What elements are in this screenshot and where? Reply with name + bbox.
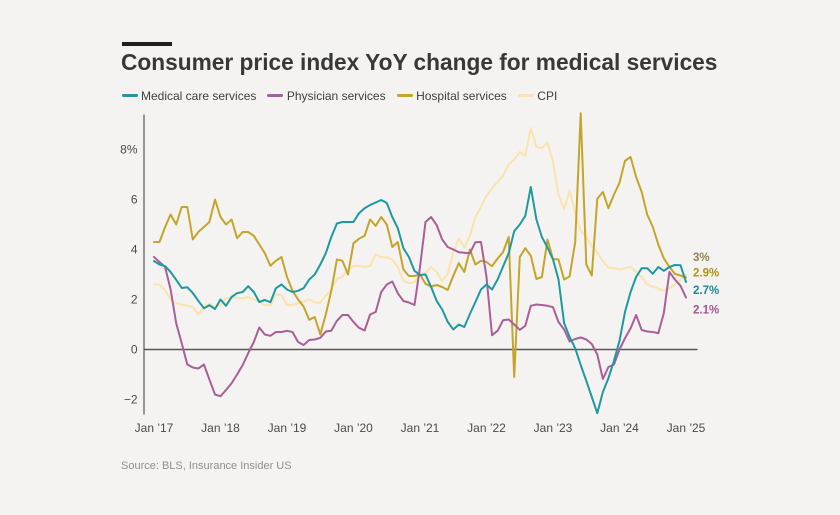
svg-text:2.7%: 2.7% xyxy=(693,285,719,297)
svg-text:2.9%: 2.9% xyxy=(693,268,719,280)
svg-text:Jan ’19: Jan ’19 xyxy=(268,421,307,435)
svg-text:Jan ’20: Jan ’20 xyxy=(334,421,373,435)
svg-text:2: 2 xyxy=(131,293,138,307)
svg-text:Jan ’24: Jan ’24 xyxy=(600,421,639,435)
svg-text:Jan ’22: Jan ’22 xyxy=(467,421,506,435)
svg-text:Jan ’18: Jan ’18 xyxy=(201,421,240,435)
svg-text:6: 6 xyxy=(131,193,138,207)
svg-text:Jan ’21: Jan ’21 xyxy=(401,421,440,435)
svg-text:3%: 3% xyxy=(693,252,710,264)
svg-text:2.1%: 2.1% xyxy=(693,305,719,317)
svg-text:−2: −2 xyxy=(124,393,138,407)
svg-text:8%: 8% xyxy=(120,143,138,157)
svg-text:0: 0 xyxy=(131,343,138,357)
svg-text:Jan ’23: Jan ’23 xyxy=(534,421,573,435)
svg-text:Jan ’17: Jan ’17 xyxy=(135,421,174,435)
svg-text:Jan ’25: Jan ’25 xyxy=(667,421,706,435)
svg-text:4: 4 xyxy=(131,243,138,257)
